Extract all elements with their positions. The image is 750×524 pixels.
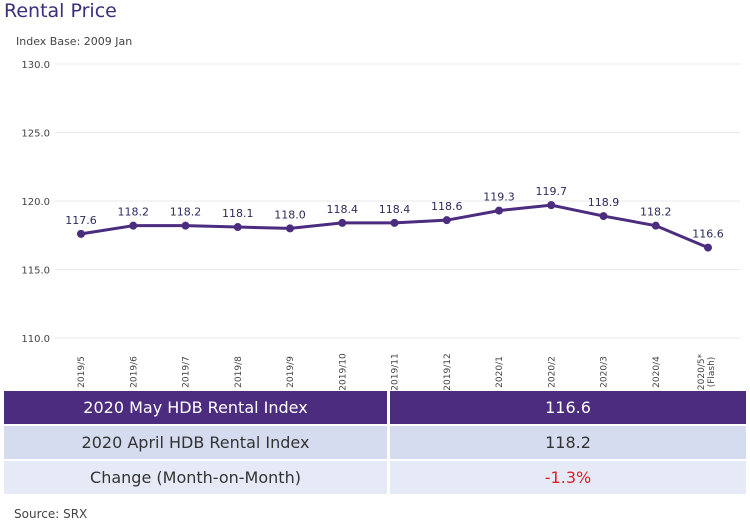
x-tick-label: 2020/4	[652, 356, 662, 388]
data-point	[495, 206, 503, 215]
data-point	[442, 216, 451, 225]
line-chart: 110.0 115.0 120.0 125.0 130.0 2019/5 2019/6 201…	[21, 60, 740, 390]
data-point	[129, 221, 138, 230]
data-label: 117.6	[65, 214, 97, 227]
x-tick-label: (Flash)	[707, 357, 717, 388]
data-label: 119.3	[483, 191, 515, 204]
table-row: Change (Month-on-Month) -1.3%	[4, 461, 746, 494]
x-tick-label: 2019/9	[286, 356, 296, 388]
data-label: 118.4	[327, 203, 359, 216]
y-tick-label: 125.0	[21, 129, 50, 140]
row-value: -1.3%	[390, 461, 746, 494]
x-tick-label: 2020/3	[600, 356, 610, 388]
data-point	[390, 218, 399, 227]
data-label: 119.7	[536, 185, 568, 198]
x-tick-label: 2019/8	[234, 356, 244, 388]
x-tick-label: 2020/1	[495, 356, 505, 388]
row-label: 2020 May HDB Rental Index	[4, 391, 387, 424]
data-point	[599, 212, 608, 221]
data-point	[181, 221, 190, 230]
data-point	[77, 229, 85, 238]
data-point	[286, 224, 294, 233]
y-tick-label: 120.0	[21, 197, 50, 208]
source-note: Source: SRX	[14, 507, 88, 521]
chart-subtitle: Index Base: 2009 Jan	[16, 35, 133, 48]
x-tick-label: 2019/10	[338, 353, 348, 390]
data-point	[651, 221, 660, 230]
table-row: 2020 April HDB Rental Index 118.2	[4, 426, 746, 459]
data-label: 118.4	[379, 203, 411, 216]
x-tick-label: 2019/7	[182, 356, 192, 388]
x-tick-label: 2019/11	[391, 353, 401, 390]
x-tick-label: 2019/5	[77, 356, 87, 388]
x-tick-label: 2019/6	[129, 356, 139, 388]
table-row: 2020 May HDB Rental Index 116.6	[4, 391, 746, 424]
data-point	[338, 218, 347, 227]
data-point	[704, 243, 712, 252]
data-point	[233, 223, 242, 232]
y-tick-label: 130.0	[21, 60, 50, 71]
x-tick-label: 2019/12	[443, 353, 453, 390]
x-tick-label: 2020/5*	[697, 353, 707, 390]
data-label: 118.0	[274, 208, 306, 221]
data-label: 118.2	[640, 206, 672, 219]
data-label: 118.9	[588, 196, 620, 209]
y-tick-label: 110.0	[21, 334, 50, 345]
data-label: 118.2	[170, 206, 202, 219]
data-label: 118.2	[118, 206, 150, 219]
row-label: 2020 April HDB Rental Index	[4, 426, 387, 459]
rental-index-table: 2020 May HDB Rental Index 116.6 2020 Apr…	[4, 391, 746, 496]
x-tick-label: 2020/2	[547, 356, 557, 388]
chart-title: Rental Price	[4, 0, 117, 22]
data-point	[547, 201, 556, 210]
row-value: 116.6	[390, 391, 746, 424]
data-label: 118.1	[222, 207, 254, 220]
row-value: 118.2	[390, 426, 746, 459]
row-label: Change (Month-on-Month)	[4, 461, 387, 494]
data-label: 116.6	[692, 228, 724, 241]
y-tick-label: 115.0	[21, 266, 50, 277]
data-label: 118.6	[431, 200, 463, 213]
